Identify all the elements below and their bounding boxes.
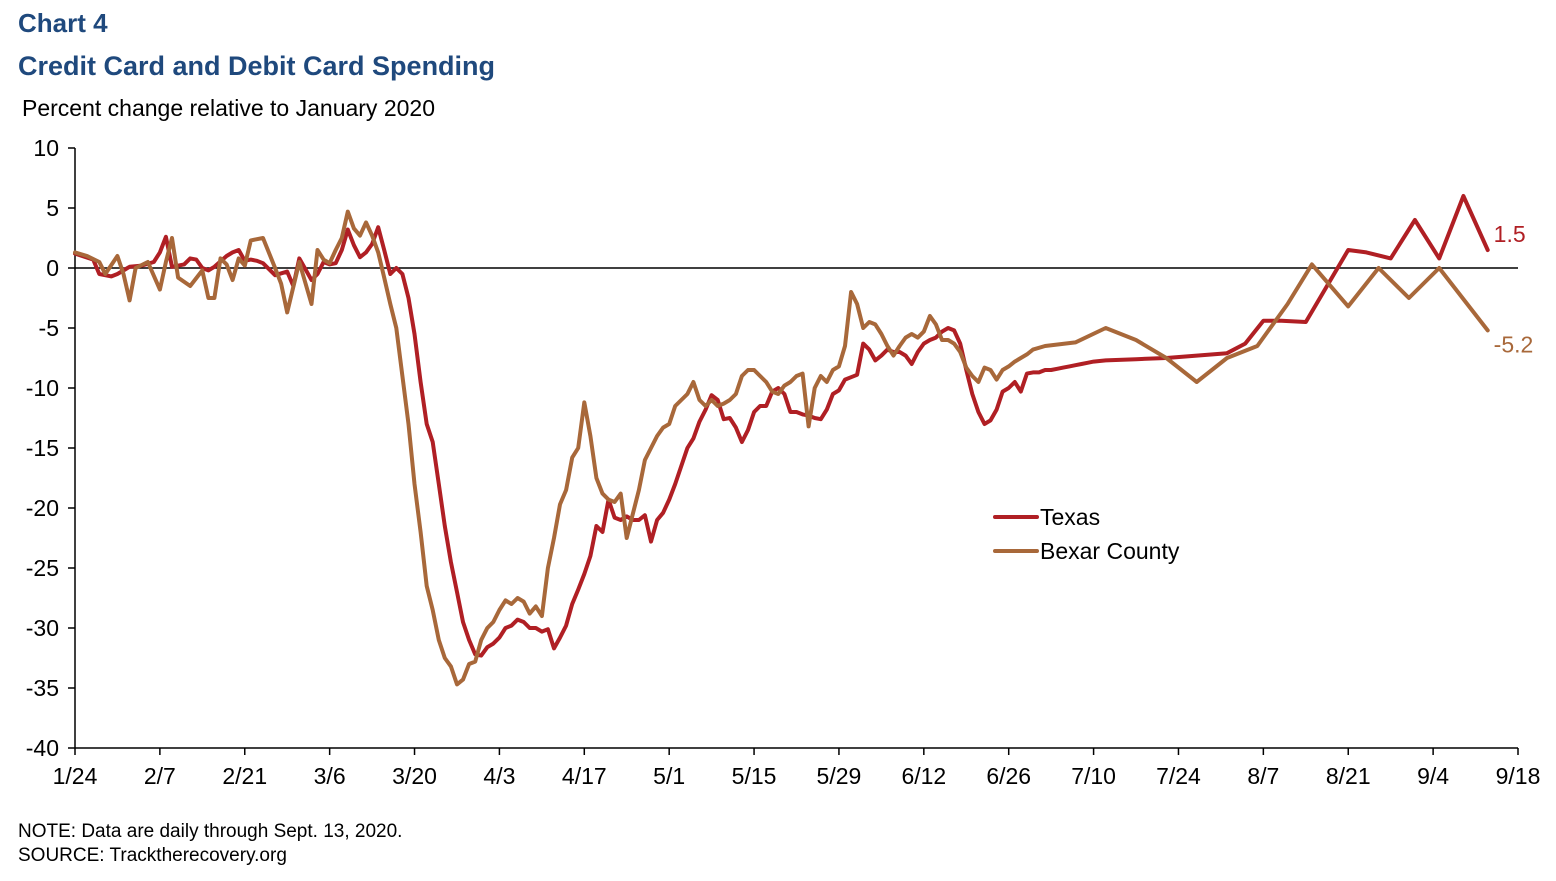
y-tick-label: -35 xyxy=(26,675,59,701)
end-label-texas: 1.5 xyxy=(1494,221,1526,247)
y-tick-label: 0 xyxy=(46,255,59,281)
x-tick-label: 8/21 xyxy=(1326,763,1371,789)
x-tick-label: 5/29 xyxy=(817,763,862,789)
y-tick-label: 5 xyxy=(46,195,59,221)
x-tick-label: 2/7 xyxy=(144,763,176,789)
x-tick-label: 6/26 xyxy=(986,763,1031,789)
x-tick-label: 2/21 xyxy=(222,763,267,789)
source-note: SOURCE: Tracktherecovery.org xyxy=(18,845,287,866)
x-tick-label: 1/24 xyxy=(53,763,98,789)
x-tick-label: 4/17 xyxy=(562,763,607,789)
series-line-texas xyxy=(73,194,1490,658)
footnote: NOTE: Data are daily through Sept. 13, 2… xyxy=(18,821,403,842)
y-tick-label: -15 xyxy=(26,435,59,461)
y-tick-label: -20 xyxy=(26,495,59,521)
x-tick-label: 3/20 xyxy=(392,763,437,789)
chart-title: Credit Card and Debit Card Spending xyxy=(18,51,496,81)
chart-number: Chart 4 xyxy=(18,8,108,38)
chart-series xyxy=(73,194,1490,687)
y-tick-label: -30 xyxy=(26,615,59,641)
x-tick-label: 5/15 xyxy=(732,763,777,789)
series-line-bexar-county xyxy=(73,209,1490,687)
chart-axes: 10 5 0 -5 -10 -15 -20 -25 -30 -35 -401/24 2/7 2/21 3/… xyxy=(26,135,1541,789)
x-tick-label: 7/24 xyxy=(1156,763,1201,789)
y-tick-label: -40 xyxy=(26,735,59,761)
legend-label-texas: Texas xyxy=(1040,504,1100,530)
x-tick-label: 4/3 xyxy=(483,763,515,789)
y-tick-label: -10 xyxy=(26,375,59,401)
chart-end-labels: 1.5 -5.2 xyxy=(1494,221,1534,357)
legend-label-bexar-county: Bexar County xyxy=(1040,538,1180,564)
chart-legend: Texas Bexar County xyxy=(993,504,1180,564)
x-tick-label: 9/4 xyxy=(1417,763,1449,789)
y-tick-label: 10 xyxy=(33,135,59,161)
x-tick-label: 8/7 xyxy=(1247,763,1279,789)
x-tick-label: 3/6 xyxy=(314,763,346,789)
chart-subtitle: Percent change relative to January 2020 xyxy=(22,95,435,121)
y-tick-label: -25 xyxy=(26,555,59,581)
x-tick-label: 7/10 xyxy=(1071,763,1116,789)
y-tick-label: -5 xyxy=(39,315,59,341)
x-tick-label: 5/1 xyxy=(653,763,685,789)
x-tick-label: 9/18 xyxy=(1496,763,1541,789)
end-label-bexar-county: -5.2 xyxy=(1494,331,1534,357)
x-tick-label: 6/12 xyxy=(901,763,946,789)
